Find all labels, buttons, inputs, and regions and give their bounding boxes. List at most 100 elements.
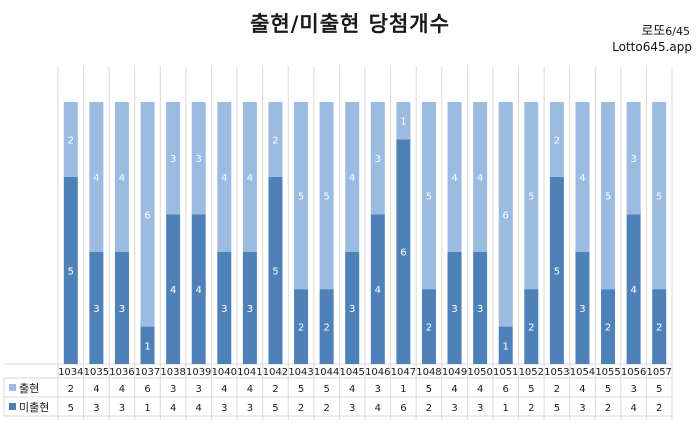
category-label: 1041 xyxy=(237,367,262,378)
bar-label-not-appeared: 3 xyxy=(349,304,355,315)
bar-label-not-appeared: 3 xyxy=(247,304,253,315)
category-label: 1051 xyxy=(493,367,518,378)
table-cell-appeared: 6 xyxy=(503,384,509,395)
category-label: 1052 xyxy=(519,367,544,378)
bar-not-appeared xyxy=(498,326,513,364)
table-cell-not-appeared: 5 xyxy=(554,403,560,414)
bar-appeared xyxy=(242,102,257,252)
bar-appeared xyxy=(268,102,283,177)
table-cell-appeared: 5 xyxy=(656,384,662,395)
bar-label-appeared: 3 xyxy=(630,154,636,165)
brand-main: 로또 xyxy=(641,24,666,39)
bar-label-not-appeared: 4 xyxy=(630,285,636,296)
table-cell-not-appeared: 2 xyxy=(298,403,304,414)
table-cell-not-appeared: 3 xyxy=(247,403,253,414)
bar-appeared xyxy=(140,102,155,327)
bar-not-appeared xyxy=(89,251,104,364)
bar-appeared xyxy=(575,102,590,252)
bar-appeared xyxy=(166,102,181,215)
bar-label-not-appeared: 2 xyxy=(656,323,662,334)
category-label: 1049 xyxy=(442,367,467,378)
table-cell-not-appeared: 3 xyxy=(477,403,483,414)
bar-not-appeared xyxy=(601,289,616,364)
table-cell-not-appeared: 5 xyxy=(68,403,74,414)
bar-appeared xyxy=(191,102,206,215)
bar-not-appeared xyxy=(140,326,155,364)
bar-appeared xyxy=(63,102,78,177)
table-cell-appeared: 2 xyxy=(554,384,560,395)
table-cell-appeared: 4 xyxy=(349,384,355,395)
bar-label-not-appeared: 2 xyxy=(605,323,611,334)
table-cell-not-appeared: 2 xyxy=(528,403,534,414)
table-cell-not-appeared: 3 xyxy=(451,403,457,414)
category-label: 1034 xyxy=(58,367,83,378)
category-label: 1038 xyxy=(160,367,185,378)
bar-label-appeared: 5 xyxy=(528,192,534,203)
bar-label-appeared: 3 xyxy=(196,154,202,165)
bar-label-appeared: 4 xyxy=(579,173,585,184)
legend-key-not-appeared xyxy=(9,403,16,410)
bar-label-appeared: 5 xyxy=(656,192,662,203)
table-cell-appeared: 3 xyxy=(630,384,636,395)
bar-label-appeared: 1 xyxy=(400,117,406,128)
table-cell-not-appeared: 2 xyxy=(656,403,662,414)
bar-label-not-appeared: 6 xyxy=(400,248,406,259)
table-cell-appeared: 4 xyxy=(247,384,253,395)
bar-label-appeared: 2 xyxy=(554,135,560,146)
bar-not-appeared xyxy=(396,139,411,364)
bar-appeared xyxy=(217,102,232,252)
bar-label-not-appeared: 1 xyxy=(144,341,150,352)
bar-label-appeared: 3 xyxy=(170,154,176,165)
category-label: 1042 xyxy=(263,367,288,378)
table-cell-appeared: 4 xyxy=(119,384,125,395)
category-label: 1040 xyxy=(212,367,237,378)
category-label: 1037 xyxy=(135,367,160,378)
table-cell-not-appeared: 4 xyxy=(375,403,381,414)
table-cell-appeared: 2 xyxy=(272,384,278,395)
table-cell-not-appeared: 5 xyxy=(272,403,278,414)
bar-appeared xyxy=(89,102,104,252)
bar-label-appeared: 4 xyxy=(93,173,99,184)
table-cell-appeared: 4 xyxy=(221,384,227,395)
bar-not-appeared xyxy=(626,214,641,364)
bar-label-appeared: 5 xyxy=(605,192,611,203)
table-cell-appeared: 5 xyxy=(528,384,534,395)
bar-not-appeared xyxy=(242,251,257,364)
legend-label-not-appeared: 미출현 xyxy=(19,401,49,414)
bar-not-appeared xyxy=(319,289,334,364)
table-cell-not-appeared: 6 xyxy=(400,403,406,414)
bar-label-not-appeared: 5 xyxy=(68,266,74,277)
bar-appeared xyxy=(652,102,667,290)
bar-not-appeared xyxy=(166,214,181,364)
bar-not-appeared xyxy=(524,289,539,364)
bar-label-appeared: 5 xyxy=(298,192,304,203)
legend-label-appeared: 출현 xyxy=(19,382,39,395)
bar-not-appeared xyxy=(114,251,129,364)
bar-label-appeared: 3 xyxy=(375,154,381,165)
bar-label-not-appeared: 5 xyxy=(554,266,560,277)
bar-not-appeared xyxy=(268,176,283,364)
bar-label-appeared: 4 xyxy=(451,173,457,184)
table-cell-appeared: 4 xyxy=(579,384,585,395)
bar-label-appeared: 6 xyxy=(144,210,150,221)
bar-label-not-appeared: 3 xyxy=(93,304,99,315)
bar-not-appeared xyxy=(652,289,667,364)
table-cell-appeared: 6 xyxy=(144,384,150,395)
bar-label-not-appeared: 4 xyxy=(375,285,381,296)
table-cell-not-appeared: 4 xyxy=(196,403,202,414)
brand-sub: 6/45 xyxy=(665,25,690,38)
bar-label-not-appeared: 3 xyxy=(477,304,483,315)
table-cell-not-appeared: 3 xyxy=(221,403,227,414)
table-cell-appeared: 2 xyxy=(68,384,74,395)
bar-label-appeared: 4 xyxy=(247,173,253,184)
bar-appeared xyxy=(601,102,616,290)
category-label: 1047 xyxy=(391,367,416,378)
table-cell-appeared: 1 xyxy=(400,384,406,395)
bar-label-not-appeared: 1 xyxy=(503,341,509,352)
bar-appeared xyxy=(421,102,436,290)
bar-appeared xyxy=(345,102,360,252)
table-cell-not-appeared: 2 xyxy=(605,403,611,414)
table-cell-appeared: 4 xyxy=(93,384,99,395)
bar-label-not-appeared: 3 xyxy=(579,304,585,315)
